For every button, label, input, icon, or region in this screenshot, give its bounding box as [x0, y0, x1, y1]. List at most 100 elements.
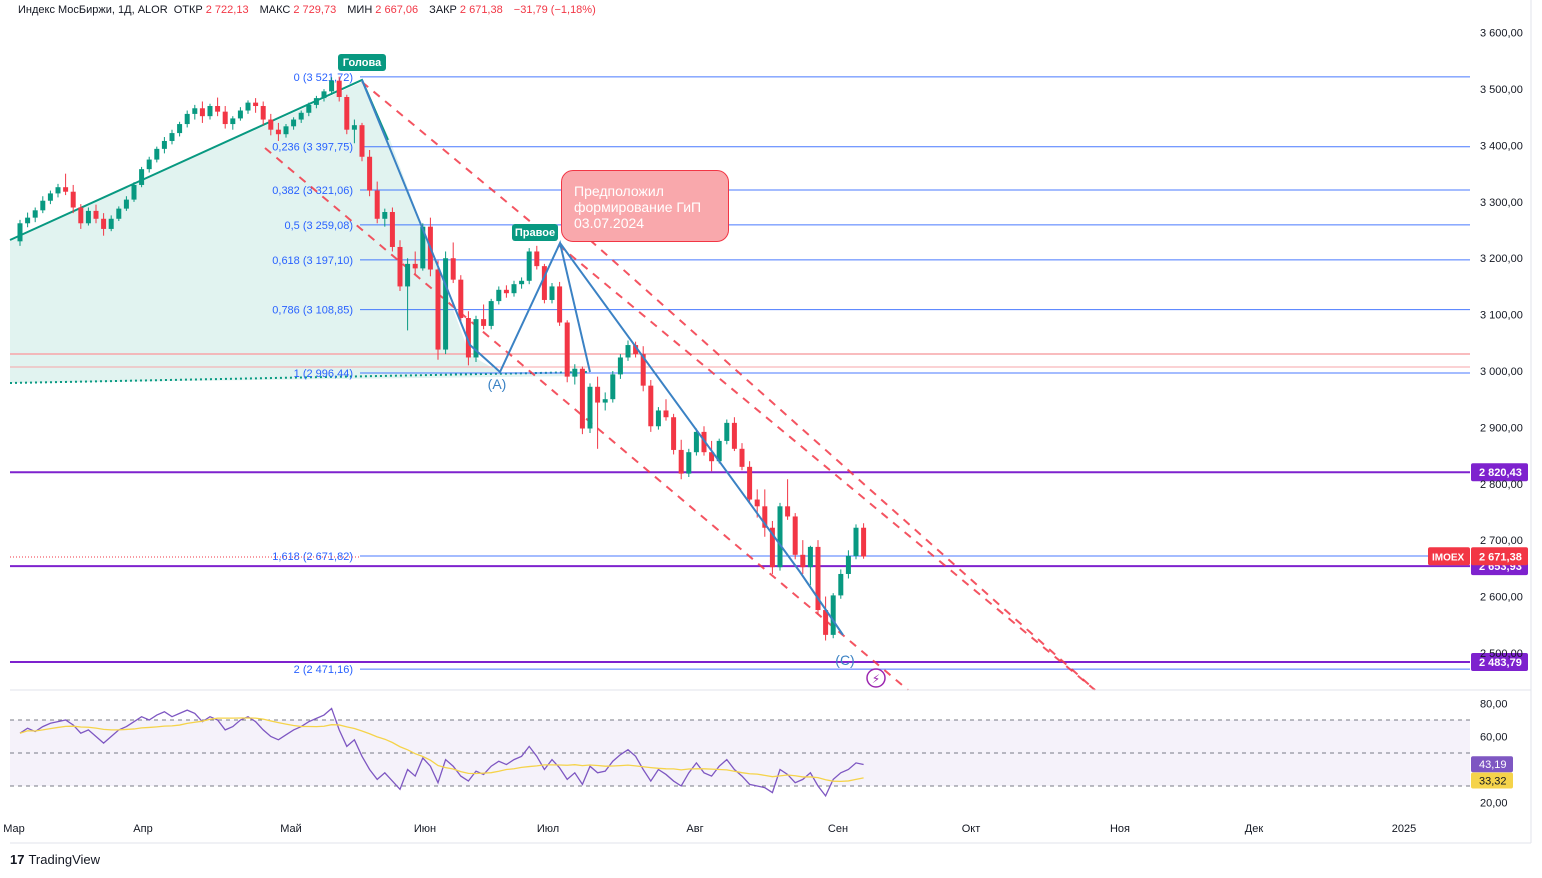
candle-body — [564, 322, 570, 377]
candle-body — [830, 595, 836, 635]
candle-body — [260, 106, 266, 120]
candle-body — [306, 104, 312, 113]
candle-body — [131, 184, 137, 200]
price-tick-label: 3 600,00 — [1480, 28, 1523, 40]
candle-body — [253, 102, 259, 107]
level-price-text: 2 820,43 — [1479, 467, 1522, 479]
chart-header: Индекс МосБиржи, 1Д, ALOR ОТКР 2 722,13 М… — [18, 4, 604, 16]
candle-body — [283, 126, 289, 135]
candle-body — [55, 187, 61, 194]
candle-body — [762, 506, 768, 528]
candle-body — [108, 218, 114, 229]
candle-body — [450, 258, 456, 280]
lightning-icon — [866, 668, 886, 688]
candle-body — [610, 374, 616, 400]
candle-body — [640, 354, 646, 386]
candle-body — [503, 289, 509, 294]
annotation-callout[interactable]: Предположил формирование ГиП 03.07.2024 — [561, 170, 729, 242]
candle-body — [792, 516, 798, 555]
wave-label-right-shoulder-bg — [512, 224, 558, 241]
open-label: ОТКР — [173, 4, 203, 16]
candle-body — [146, 159, 152, 170]
price-tick-label: 2 900,00 — [1480, 422, 1523, 434]
candle-body — [678, 449, 684, 474]
channel-line-3 — [589, 239, 1096, 691]
candle-body — [519, 280, 525, 285]
candle-body — [101, 218, 107, 229]
fib-level-label: 0,236 (3 397,75) — [272, 142, 353, 154]
candle-body — [693, 431, 699, 453]
close-value: 2 671,38 — [459, 4, 503, 16]
time-tick-label: Авг — [686, 823, 703, 835]
candle-body — [777, 506, 783, 568]
change-value: −31,79 (−1,18%) — [513, 4, 596, 16]
candle-body — [838, 573, 844, 596]
rsi-value-tag — [1471, 756, 1513, 773]
pattern-fill — [10, 82, 585, 383]
high-value: 2 729,73 — [293, 4, 337, 16]
symbol-title[interactable]: Индекс МосБиржи, 1Д, ALOR — [18, 4, 168, 16]
rsi-tick-label: 20,00 — [1480, 798, 1508, 810]
candle-body — [237, 110, 243, 119]
candle-body — [785, 506, 791, 517]
price-tick-label: 3 000,00 — [1480, 366, 1523, 378]
rsi-ma-line — [19, 717, 864, 783]
candle-body — [663, 410, 669, 418]
candle-body — [617, 357, 623, 375]
fib-level-label: 0 (3 521,72) — [294, 72, 353, 84]
candle-body — [655, 410, 661, 427]
candle-body — [587, 386, 593, 429]
candle-body — [496, 289, 502, 302]
candle-body — [807, 546, 813, 568]
fib-level-label: 0,5 (3 259,08) — [285, 220, 354, 232]
close-price-tag — [1471, 547, 1528, 566]
rsi-tick-label: 60,00 — [1480, 732, 1508, 744]
candle-body — [32, 210, 38, 218]
candle-body — [488, 301, 494, 326]
candle-body — [367, 156, 373, 191]
candle-body — [709, 452, 715, 462]
candle-body — [724, 422, 730, 441]
fib-level-label: 1 (2 996,44) — [294, 368, 353, 380]
candle-body — [329, 80, 335, 92]
low-value: 2 667,06 — [375, 4, 419, 16]
candle-body — [47, 193, 53, 201]
candle-body — [199, 108, 205, 117]
candle-body — [397, 246, 403, 287]
candle-body — [853, 527, 859, 556]
wave-label-c: (C) — [835, 652, 854, 668]
candle-body — [769, 527, 775, 568]
candle-body — [435, 269, 441, 350]
channel-line-2 — [264, 147, 909, 691]
candle-body — [275, 129, 281, 135]
candle-body — [541, 266, 547, 300]
candle-body — [291, 119, 297, 127]
candle-body — [602, 399, 608, 403]
tradingview-logo[interactable]: 17 TradingView — [10, 852, 100, 867]
brand-label: TradingView — [28, 852, 101, 867]
price-tick-label: 2 700,00 — [1480, 535, 1523, 547]
price-tick-label: 3 400,00 — [1480, 140, 1523, 152]
candle-body — [344, 96, 350, 130]
candle-body — [747, 466, 753, 500]
candle-body — [739, 448, 745, 467]
time-tick-label: Апр — [133, 823, 152, 835]
rsi-tick-label: 80,00 — [1480, 699, 1508, 711]
candle-body — [405, 263, 411, 287]
time-tick-label: 2025 — [1392, 823, 1416, 835]
candle-body — [557, 286, 563, 323]
candle-body — [359, 125, 365, 157]
candle-body — [389, 212, 395, 247]
candle-body — [823, 610, 829, 635]
candle-body — [686, 452, 692, 474]
candle-body — [40, 200, 46, 211]
candle-body — [93, 210, 99, 219]
close-price-text: 2 671,38 — [1479, 551, 1522, 563]
candle-body — [321, 91, 327, 99]
candle-body — [648, 385, 654, 427]
open-value: 2 722,13 — [205, 4, 249, 16]
candle-body — [268, 119, 274, 130]
candle-body — [671, 417, 677, 450]
wave-label-head-bg — [338, 54, 386, 71]
